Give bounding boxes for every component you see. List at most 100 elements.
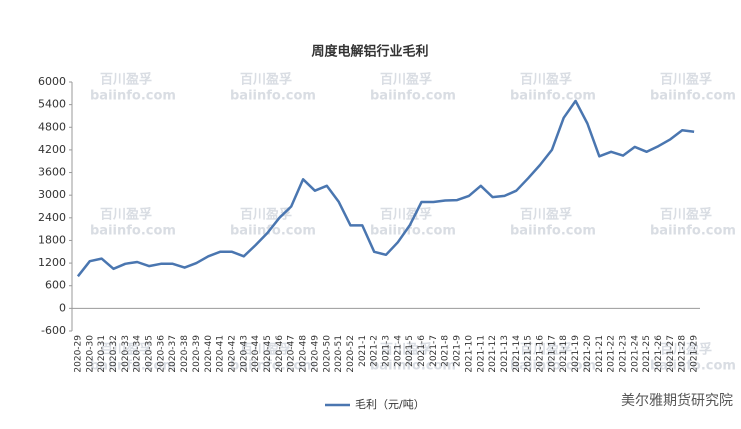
x-tick-label: 2021-17 — [547, 335, 557, 373]
x-tick-label: 2020-49 — [310, 335, 320, 373]
x-tick-label: 2020-38 — [180, 335, 190, 373]
watermark: baiinfo.com — [230, 359, 316, 374]
watermark: 百川盈孚 — [520, 342, 572, 358]
watermark: 百川盈孚 — [100, 342, 152, 358]
x-tick-label: 2020-52 — [346, 335, 356, 373]
y-tick-label: 3600 — [38, 166, 66, 179]
x-tick-label: 2021-9 — [453, 335, 463, 367]
watermark: 百川盈孚 — [100, 207, 152, 223]
x-tick-label: 2020-30 — [85, 335, 95, 373]
watermark: baiinfo.com — [370, 89, 456, 104]
x-tick-label: 2020-29 — [73, 335, 83, 373]
x-tick-label: 2020-46 — [275, 335, 285, 373]
x-tick-label: 2021-24 — [630, 335, 640, 373]
watermark: baiinfo.com — [650, 89, 736, 104]
x-tick-label: 2021-6 — [417, 335, 427, 367]
x-tick-label: 2020-50 — [322, 335, 332, 373]
x-tick-label: 2020-41 — [216, 335, 226, 373]
watermark: 百川盈孚 — [380, 72, 432, 88]
x-tick-label: 2020-43 — [239, 335, 249, 373]
watermarks: 百川盈孚baiinfo.com百川盈孚baiinfo.com百川盈孚baiinf… — [90, 72, 736, 374]
x-tick-label: 2021-7 — [429, 335, 439, 367]
x-tick-label: 2020-48 — [299, 335, 309, 373]
y-tick-label: 6000 — [38, 75, 66, 88]
watermark: baiinfo.com — [230, 224, 316, 239]
watermark: 百川盈孚 — [660, 207, 712, 223]
x-tick-label: 2021-20 — [583, 335, 593, 373]
watermark: baiinfo.com — [370, 359, 456, 374]
x-tick-label: 2020-47 — [287, 335, 297, 373]
x-tick-label: 2021-26 — [654, 335, 664, 373]
x-tick-label: 2021-11 — [476, 335, 486, 373]
x-tick-label: 2020-31 — [97, 335, 107, 373]
x-tick-label: 2020-51 — [334, 335, 344, 373]
x-tick-label: 2020-44 — [251, 335, 261, 373]
y-tick-label: 2400 — [38, 211, 66, 224]
x-tick-label: 2021-29 — [690, 335, 700, 373]
x-tick-label: 2020-32 — [109, 335, 119, 373]
watermark: baiinfo.com — [90, 89, 176, 104]
x-tick-label: 2021-10 — [464, 335, 474, 373]
watermark: 百川盈孚 — [240, 342, 292, 358]
watermark: 百川盈孚 — [380, 342, 432, 358]
x-tick-label: 2021-4 — [393, 335, 403, 367]
watermark: 百川盈孚 — [660, 342, 712, 358]
y-tick-label: 1200 — [38, 256, 66, 269]
x-tick-label: 2021-23 — [618, 335, 628, 373]
x-tick-label: 2021-8 — [441, 335, 451, 367]
x-tick-label: 2021-16 — [536, 335, 546, 373]
x-tick-label: 2021-14 — [512, 335, 522, 373]
watermark: 百川盈孚 — [520, 72, 572, 88]
x-tick-label: 2021-13 — [500, 335, 510, 373]
x-tick-label: 2021-21 — [595, 335, 605, 373]
credit: 美尔雅期货研究院 — [621, 392, 733, 409]
x-tick-label: 2020-45 — [263, 335, 273, 373]
watermark: baiinfo.com — [370, 224, 456, 239]
line — [76, 99, 695, 278]
x-tick-label: 2020-34 — [133, 335, 143, 373]
x-tick-label: 2020-36 — [156, 335, 166, 373]
watermark: baiinfo.com — [510, 224, 596, 239]
y-tick-label: 0 — [59, 301, 66, 314]
x-tick-label: 2020-37 — [168, 335, 178, 373]
x-tick-label: 2021-15 — [524, 335, 534, 373]
x-tick-label: 2020-39 — [192, 335, 202, 373]
x-tick-label: 2021-18 — [559, 335, 569, 373]
x-tick-label: 2020-42 — [227, 335, 237, 373]
watermark: baiinfo.com — [650, 359, 736, 374]
watermark: 百川盈孚 — [520, 207, 572, 223]
chart-title: 周度电解铝行业毛利 — [311, 44, 428, 60]
watermark: 百川盈孚 — [380, 207, 432, 223]
watermark: baiinfo.com — [90, 224, 176, 239]
x-tick-label: 2021-25 — [642, 335, 652, 373]
x-tick-label: 2021-27 — [666, 335, 676, 373]
x-tick-label: 2021-28 — [678, 335, 688, 373]
watermark: baiinfo.com — [230, 89, 316, 104]
x-tick-label: 2021-19 — [571, 335, 581, 373]
x-tick-label: 2020-33 — [121, 335, 131, 373]
y-tick-label: 4200 — [38, 143, 66, 156]
watermark: 百川盈孚 — [660, 72, 712, 88]
watermark: baiinfo.com — [650, 224, 736, 239]
x-tick-label: 2021-5 — [405, 335, 415, 367]
x-tick-label: 2021-3 — [382, 335, 392, 367]
watermark: baiinfo.com — [90, 359, 176, 374]
x-tick-label: 2021-1 — [358, 335, 368, 367]
y-tick-label: 1800 — [38, 233, 66, 246]
watermark: 百川盈孚 — [100, 72, 152, 88]
y-tick-label: 3000 — [38, 188, 66, 201]
y-tick-label: -600 — [41, 324, 66, 337]
x-tick-label: 2021-12 — [488, 335, 498, 373]
x-tick-label: 2020-40 — [204, 335, 214, 373]
y-tick-label: 5400 — [38, 98, 66, 111]
watermark: baiinfo.com — [510, 359, 596, 374]
watermark: 百川盈孚 — [240, 72, 292, 88]
legend-label: 毛利（元/吨） — [355, 398, 425, 411]
watermark: baiinfo.com — [510, 89, 596, 104]
x-tick-label: 2021-22 — [607, 335, 617, 373]
y-tick-label: 600 — [45, 279, 66, 292]
x-tick-label: 2020-35 — [145, 335, 155, 373]
y-tick-label: 4800 — [38, 120, 66, 133]
x-tick-label: 2021-2 — [370, 335, 380, 367]
